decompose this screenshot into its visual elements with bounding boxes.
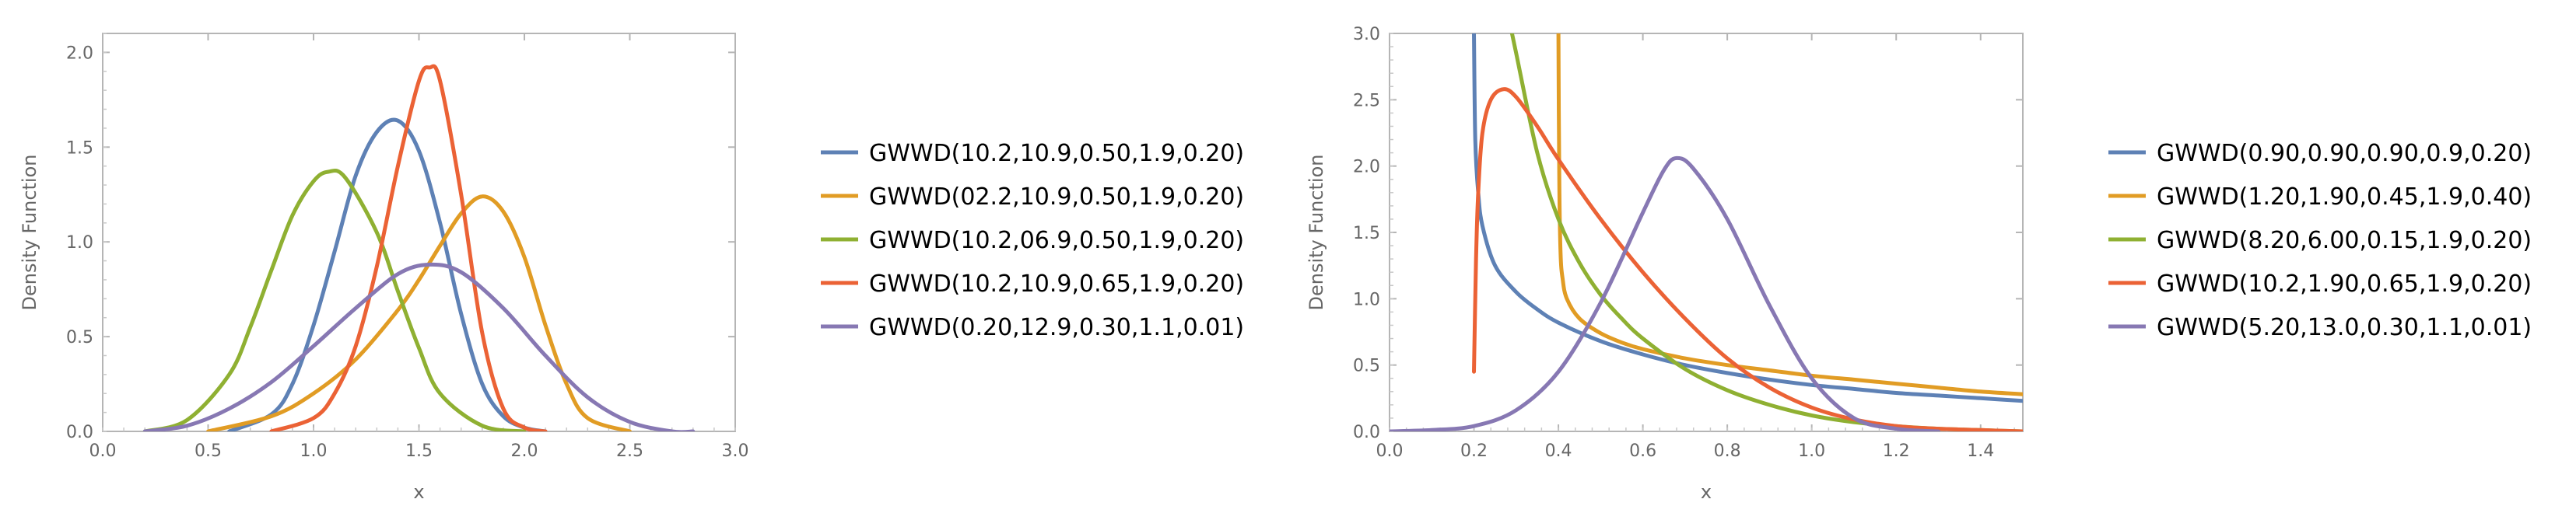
y-tick-label: 0.5 xyxy=(1353,357,1380,376)
series-line-4 xyxy=(269,64,548,431)
series-line-3 xyxy=(142,168,527,431)
legend-label-4: GWWD(10.2,1.90,0.65,1.9,0.20) xyxy=(2157,270,2532,298)
y-tick-label: 3.0 xyxy=(1353,25,1380,44)
series-line-1 xyxy=(1472,33,2023,403)
x-tick-label: 0.4 xyxy=(1545,441,1572,461)
y-tick-label: 0.5 xyxy=(66,328,93,347)
x-tick-label: 0.2 xyxy=(1460,441,1488,461)
series-group xyxy=(142,64,696,431)
legend-label-2: GWWD(1.20,1.90,0.45,1.9,0.40) xyxy=(2157,183,2532,211)
series-line-5 xyxy=(1390,155,1940,431)
x-tick-label: 2.0 xyxy=(511,441,538,461)
x-tick-label: 1.2 xyxy=(1883,441,1910,461)
legend-label-1: GWWD(0.90,0.90,0.90,0.9,0.20) xyxy=(2157,140,2532,167)
x-axis-label: x xyxy=(413,481,424,503)
legend: GWWD(10.2,10.9,0.50,1.9,0.20) GWWD(02.2,1… xyxy=(821,140,1244,341)
legend-label-3: GWWD(10.2,06.9,0.50,1.9,0.20) xyxy=(869,227,1244,254)
series-line-5 xyxy=(142,262,696,431)
legend-label-1: GWWD(10.2,10.9,0.50,1.9,0.20) xyxy=(869,140,1244,167)
x-tick-label: 0.5 xyxy=(195,441,222,461)
legend-label-5: GWWD(0.20,12.9,0.30,1.1,0.01) xyxy=(869,314,1244,341)
x-tick-label: 0.6 xyxy=(1629,441,1656,461)
y-tick-label: 2.5 xyxy=(1353,91,1380,110)
y-axis-label: Density Function xyxy=(19,155,40,311)
x-tick-label: 1.4 xyxy=(1967,441,1994,461)
series-line-4 xyxy=(1472,87,2023,431)
x-tick-label: 1.5 xyxy=(405,441,433,461)
legend-label-5: GWWD(5.20,13.0,0.30,1.1,0.01) xyxy=(2157,314,2532,341)
x-tick-label: 0.0 xyxy=(1376,441,1404,461)
y-tick-label: 1.5 xyxy=(66,138,93,158)
chart-2: 0.0 0.2 0.4 0.6 0.8 1.0 1.2 1.4 0.0 0.5 1.0 1.5 2.0 2… xyxy=(1306,25,2532,503)
y-tick-label: 2.0 xyxy=(66,44,93,63)
x-tick-label: 1.0 xyxy=(300,441,328,461)
x-axis-label: x xyxy=(1701,481,1712,503)
series-line-2 xyxy=(206,194,632,431)
y-tick-label: 1.5 xyxy=(1353,224,1380,243)
legend: GWWD(0.90,0.90,0.90,0.9,0.20) GWWD(1.20,1… xyxy=(2108,140,2532,341)
x-tick-label: 3.0 xyxy=(722,441,749,461)
y-tick-label: 1.0 xyxy=(1353,290,1380,309)
x-tick-label: 0.0 xyxy=(89,441,117,461)
series-line-2 xyxy=(1556,33,2023,396)
y-tick-label: 0.0 xyxy=(66,423,93,442)
y-tick-label: 1.0 xyxy=(66,233,93,253)
series-group xyxy=(1390,33,2023,431)
x-tick-label: 1.0 xyxy=(1798,441,1825,461)
series-line-1 xyxy=(227,117,548,431)
x-tick-label: 0.8 xyxy=(1714,441,1741,461)
y-tick-label: 0.0 xyxy=(1353,423,1380,442)
legend-label-2: GWWD(02.2,10.9,0.50,1.9,0.20) xyxy=(869,183,1244,211)
legend-label-3: GWWD(8.20,6.00,0.15,1.9,0.20) xyxy=(2157,227,2532,254)
x-tick-label: 2.5 xyxy=(616,441,643,461)
y-tick-label: 2.0 xyxy=(1353,158,1380,177)
chart-1: 0.0 0.5 1.0 1.5 2.0 2.5 3.0 0.0 0.5 1.0 1.5 2.0 x Den… xyxy=(19,33,1244,503)
legend-label-4: GWWD(10.2,10.9,0.65,1.9,0.20) xyxy=(869,270,1244,298)
y-axis-label: Density Function xyxy=(1306,155,1327,311)
plot-frame xyxy=(102,33,736,432)
